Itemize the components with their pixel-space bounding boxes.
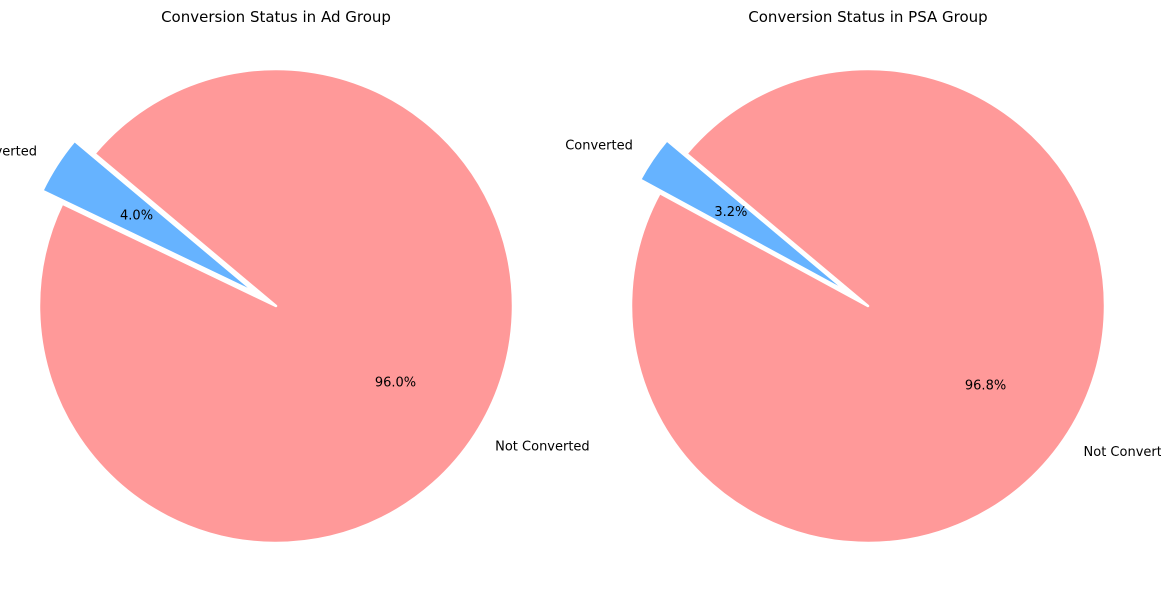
slice-percent-label: 4.0% xyxy=(120,209,153,224)
pie-slice-converted xyxy=(638,139,850,294)
slice-category-label: Converted xyxy=(0,144,37,159)
pie-slice-converted xyxy=(41,139,258,295)
slice-category-label: Not Converted xyxy=(1084,445,1161,460)
pie-slice-not-converted xyxy=(629,67,1107,545)
pie-chart-psa-group: Conversion Status in PSA Group 3.2% 96.8… xyxy=(565,8,1161,545)
pie-slice-not-converted xyxy=(37,67,515,545)
pie-slices xyxy=(37,67,515,545)
slice-category-label: Converted xyxy=(565,138,633,153)
chart-title: Conversion Status in Ad Group xyxy=(161,8,391,26)
slice-percent-label: 96.8% xyxy=(965,379,1006,394)
slice-percent-label: 96.0% xyxy=(375,376,416,391)
pie-slices xyxy=(629,67,1107,545)
chart-title: Conversion Status in PSA Group xyxy=(748,8,987,26)
slice-category-label: Not Converted xyxy=(495,440,590,455)
slice-percent-label: 3.2% xyxy=(714,205,747,220)
pie-chart-ad-group: Conversion Status in Ad Group 4.0% 96.0%… xyxy=(0,8,590,545)
